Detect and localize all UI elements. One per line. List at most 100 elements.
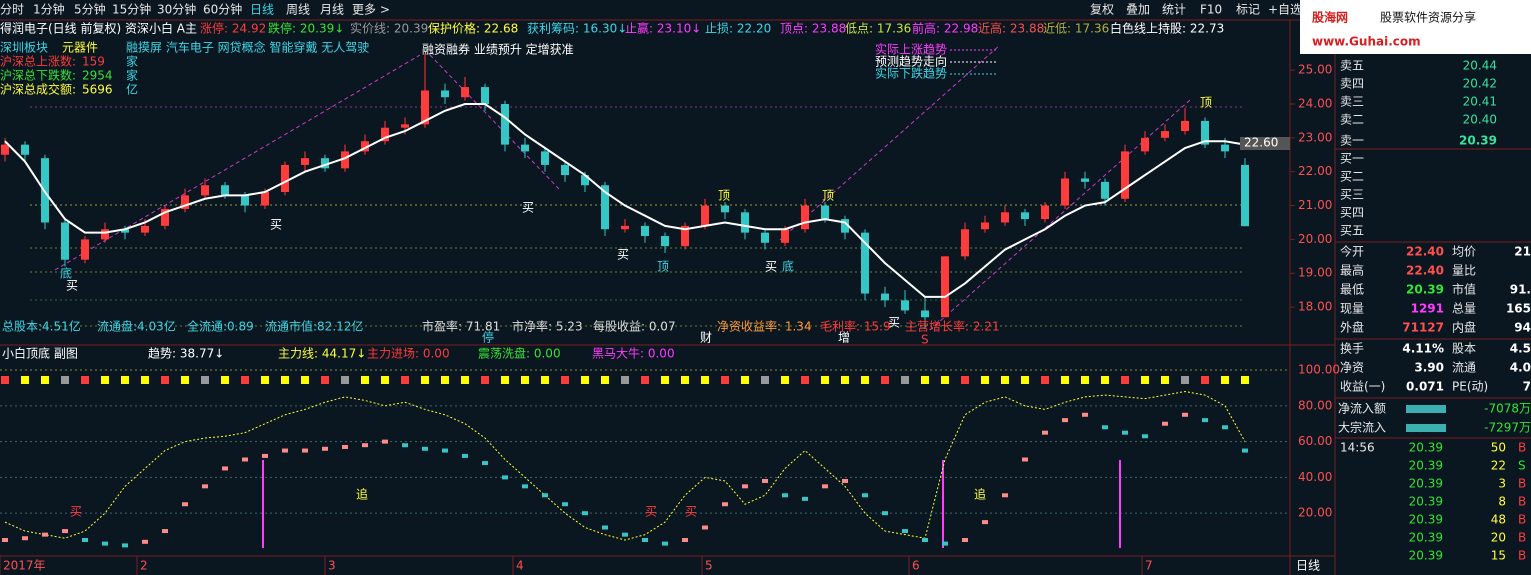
annotation: 买 xyxy=(270,218,282,232)
signal-square xyxy=(81,376,89,384)
signal-square xyxy=(1121,376,1129,384)
y-tick-label: 80.00 xyxy=(1298,398,1332,412)
period-tab[interactable]: 分时 xyxy=(0,3,24,17)
annotation: S xyxy=(921,333,929,347)
period-tab[interactable]: 30分钟 xyxy=(157,2,196,17)
quote-value: 7 xyxy=(1523,380,1531,394)
quote-label: 最高 xyxy=(1340,263,1364,278)
quote-value: 22.40 xyxy=(1406,264,1444,278)
signal-square xyxy=(121,376,129,384)
signal-square xyxy=(741,376,749,384)
trade-time: 14:56 xyxy=(1340,441,1375,455)
quote-label: 均价 xyxy=(1452,245,1476,259)
period-label: 日线 xyxy=(1296,559,1320,573)
annotation: 底 xyxy=(60,266,72,281)
signal-square xyxy=(1201,376,1209,384)
ask-price: 20.44 xyxy=(1463,59,1497,73)
quote-label: 最低 xyxy=(1340,283,1364,297)
bid-label: 买二 xyxy=(1340,170,1364,184)
candle-body xyxy=(1121,151,1129,199)
main-line-bar xyxy=(602,525,608,530)
annotation: 买 xyxy=(617,248,629,262)
toolbar-button[interactable]: 叠加 xyxy=(1126,3,1150,17)
y-tick-label: 23.00 xyxy=(1298,130,1332,144)
main-line-bar xyxy=(1182,412,1188,417)
period-tab[interactable]: 日线 xyxy=(250,3,274,17)
main-line-bar xyxy=(942,541,948,546)
quote-label: 换手 xyxy=(1340,342,1364,356)
signal-square xyxy=(401,376,409,384)
main-line-bar xyxy=(842,478,848,483)
candle-body xyxy=(801,205,809,230)
trade-side: B xyxy=(1518,549,1526,563)
candle-body xyxy=(1001,212,1009,223)
signal-square xyxy=(101,376,109,384)
signal-square xyxy=(341,376,349,384)
candle-body xyxy=(181,195,189,209)
toolbar-button[interactable]: 统计 xyxy=(1162,3,1186,17)
toolbar-button[interactable]: 复权 xyxy=(1090,3,1114,17)
signal-square xyxy=(901,376,909,384)
signal-square xyxy=(801,376,809,384)
signal-square xyxy=(1081,376,1089,384)
x-tick-label: 7 xyxy=(1145,559,1153,573)
header-stat: 顶点: 23.88 xyxy=(780,22,846,36)
toolbar-button[interactable]: F10 xyxy=(1200,3,1222,17)
main-line-bar xyxy=(382,439,388,444)
main-line-bar xyxy=(1022,457,1028,462)
x-tick-label: 5 xyxy=(705,559,713,573)
main-line-bar xyxy=(962,538,968,543)
flow-bar xyxy=(1406,424,1446,432)
ask-label: 卖三 xyxy=(1340,95,1364,109)
signal-square xyxy=(1181,376,1189,384)
main-line-bar xyxy=(22,536,28,541)
fundamental: 主营增长率: 2.21 xyxy=(905,319,1000,334)
main-line-bar xyxy=(462,453,468,458)
main-line-bar xyxy=(322,446,328,451)
main-line-bar xyxy=(62,529,68,534)
signal-square xyxy=(1061,376,1069,384)
fundamental: 市盈率: 71.81 xyxy=(422,319,500,334)
candle-body xyxy=(301,158,309,165)
signal-square xyxy=(281,376,289,384)
period-tab[interactable]: 1分钟 xyxy=(33,2,65,17)
x-tick-label: 2 xyxy=(140,559,148,573)
price-marker-box xyxy=(1240,137,1290,150)
news-tags: 融资融券 业绩预升 定增获准 xyxy=(422,42,574,57)
sub-stat: 趋势: 38.77↓ xyxy=(148,347,224,361)
signal-square xyxy=(301,376,309,384)
main-line-bar xyxy=(502,475,508,480)
toolbar-button[interactable]: +自选 xyxy=(1268,3,1302,17)
period-tab[interactable]: 更多 > xyxy=(352,3,390,17)
ask-label: 卖五 xyxy=(1340,59,1364,73)
candle-body xyxy=(461,87,469,98)
sub-stat: 黑马大牛: 0.00 xyxy=(592,346,675,361)
candle-body xyxy=(101,229,109,240)
signal-square xyxy=(721,376,729,384)
period-tab[interactable]: 5分钟 xyxy=(74,2,106,17)
main-line-bar xyxy=(262,453,268,458)
trade-volume: 48 xyxy=(1491,513,1506,527)
period-tab[interactable]: 月线 xyxy=(320,3,344,17)
signal-square xyxy=(961,376,969,384)
candle-body xyxy=(1,144,9,155)
candle-body xyxy=(1041,205,1049,220)
header-stat: 近低: 17.36 xyxy=(1043,22,1109,36)
main-line-bar xyxy=(142,539,148,544)
period-tab[interactable]: 60分钟 xyxy=(203,2,242,17)
period-tab[interactable]: 周线 xyxy=(286,3,310,17)
toolbar-button[interactable]: 标记 xyxy=(1236,3,1260,17)
header-stat: 止赢: 23.10↓ xyxy=(625,21,701,36)
x-tick-label: 2017年 xyxy=(3,559,46,573)
period-tab[interactable]: 15分钟 xyxy=(112,2,151,17)
main-line-bar xyxy=(1202,418,1208,423)
quote-label: 股本 xyxy=(1452,342,1476,356)
annotation: 顶 xyxy=(1200,96,1212,110)
main-line-bar xyxy=(122,543,128,548)
candle-body xyxy=(1081,178,1089,182)
trade-side: B xyxy=(1518,477,1526,491)
main-line-bar xyxy=(402,443,408,448)
bid-label: 买四 xyxy=(1340,206,1364,220)
candle-body xyxy=(701,205,709,226)
